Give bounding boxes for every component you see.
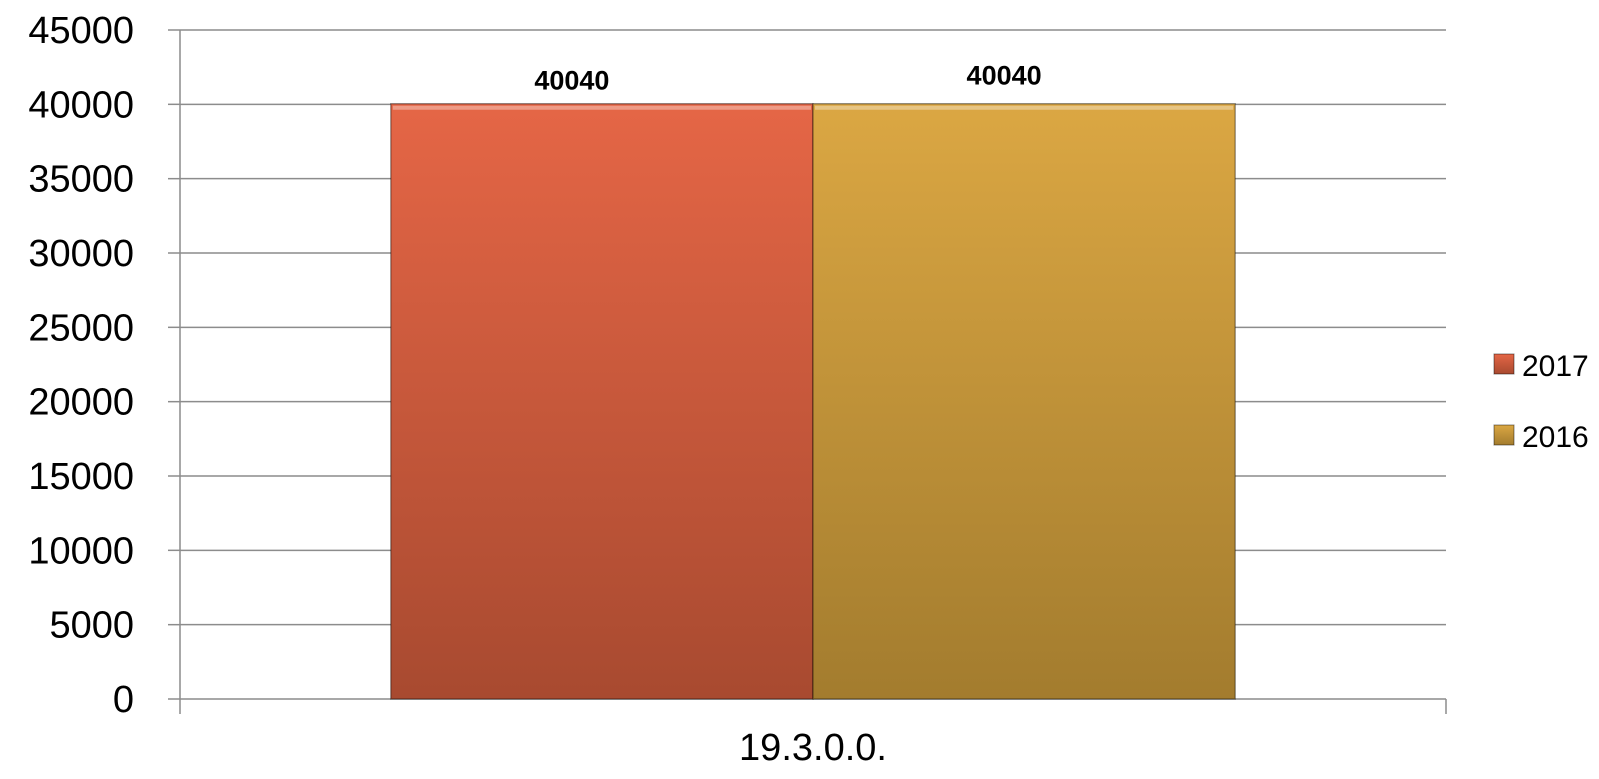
y-tick-label: 0: [113, 679, 134, 721]
y-tick-label: 35000: [28, 159, 134, 201]
data-label-2016: 40040: [967, 61, 1042, 91]
legend-label-2016: 2016: [1522, 421, 1589, 454]
legend-swatch-2017: [1493, 353, 1515, 375]
y-tick-label: 45000: [28, 10, 134, 52]
bar-2017: [390, 102, 814, 700]
bar-2016: [812, 102, 1236, 700]
y-tick-label: 20000: [28, 382, 134, 424]
legend-swatch-2016: [1493, 424, 1515, 446]
y-tick-label: 15000: [28, 456, 134, 498]
legend-label-2017: 2017: [1522, 350, 1589, 383]
labels: 0 5000 10000 15000 20000 25000 30000 35000 40000…: [28, 10, 1041, 769]
y-tick-label: 10000: [28, 530, 134, 572]
y-tick-label: 40000: [28, 84, 134, 126]
bars: [390, 102, 1236, 700]
legend: 2017 2016: [1493, 350, 1589, 454]
data-label-2017: 40040: [534, 66, 609, 96]
y-tick-label: 5000: [49, 605, 134, 647]
y-tick-label: 30000: [28, 233, 134, 275]
x-category-label: 19.3.0.0.: [739, 727, 887, 769]
y-tick-label: 25000: [28, 307, 134, 349]
